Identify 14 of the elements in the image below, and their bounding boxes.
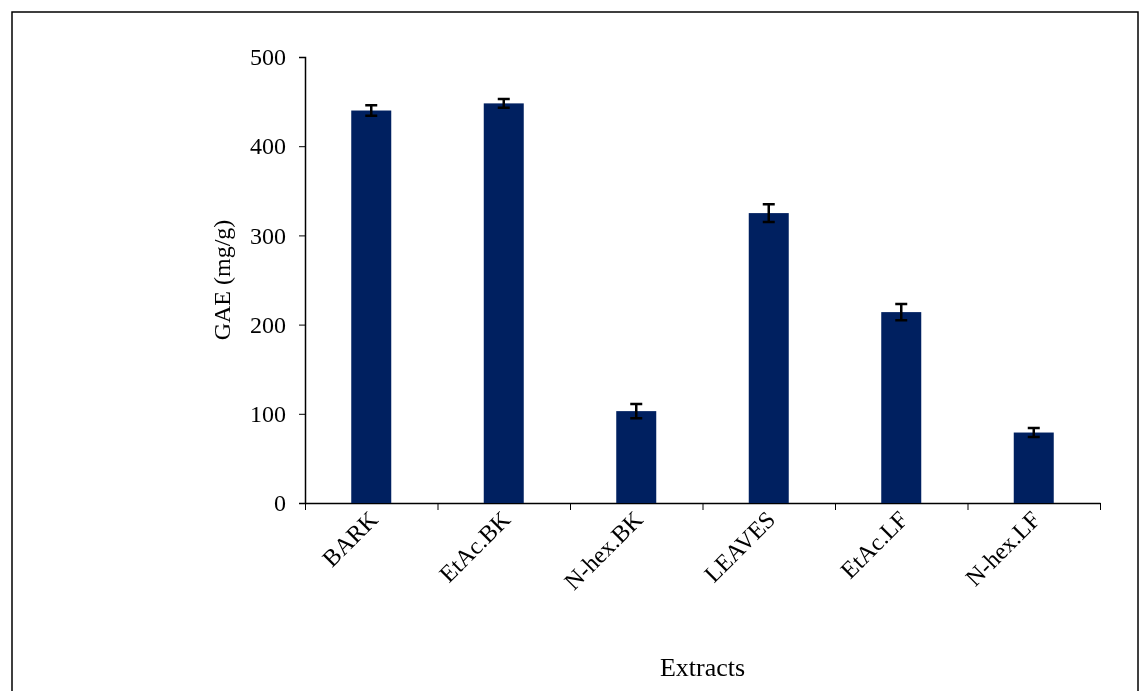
y-tick-label: 300: [250, 222, 286, 249]
bar: [881, 312, 922, 503]
y-axis-title: GAE (mg/g): [209, 219, 235, 341]
bar: [616, 411, 657, 503]
bar: [1013, 432, 1054, 503]
bar: [483, 103, 524, 503]
x-axis-title: Extracts: [659, 653, 746, 682]
bar: [351, 110, 392, 503]
y-tick-label: 0: [274, 490, 286, 517]
y-tick-label: 200: [250, 311, 286, 338]
bar: [748, 213, 789, 503]
y-tick-label: 500: [250, 44, 286, 71]
y-tick-label: 100: [250, 400, 286, 427]
y-tick-label: 400: [250, 133, 286, 160]
